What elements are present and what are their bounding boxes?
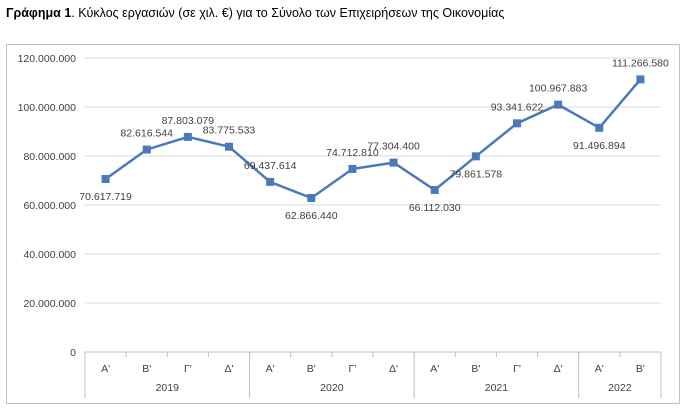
data-point <box>554 100 563 109</box>
x-tick-label-quarter: Α' <box>266 363 275 375</box>
data-point <box>595 123 604 132</box>
data-point <box>142 145 151 154</box>
data-label: 66.112.030 <box>409 202 461 214</box>
x-tick-label-quarter: Β' <box>636 363 645 375</box>
data-point <box>430 186 439 195</box>
data-label: 62.866.440 <box>285 210 338 222</box>
data-point <box>513 119 521 128</box>
data-point <box>636 75 645 84</box>
data-point <box>225 142 233 151</box>
chart-caption: Γράφημα 1. Κύκλος εργασιών (σε χιλ. €) γ… <box>6 6 504 20</box>
x-tick-label-quarter: Α' <box>430 363 439 375</box>
data-label: 91.496.894 <box>573 140 626 152</box>
data-point <box>471 152 480 161</box>
x-tick-label-year: 2019 <box>156 382 180 394</box>
x-tick-label-quarter: Α' <box>595 363 604 375</box>
data-point <box>307 193 316 202</box>
chart-frame <box>6 44 680 404</box>
data-label: 100.967.883 <box>529 83 588 95</box>
x-tick-label-quarter: Γ' <box>513 363 521 375</box>
data-label: 83.775.533 <box>203 125 256 137</box>
data-point <box>183 132 192 141</box>
data-label: 111.266.580 <box>612 57 669 69</box>
series-line <box>104 78 642 200</box>
x-tick-label-year: 2022 <box>608 382 632 394</box>
y-tick-label: 100.000.000 <box>18 102 77 114</box>
data-label: 69.437.614 <box>244 160 297 172</box>
x-tick-label-year: 2021 <box>485 382 509 394</box>
data-point <box>389 158 398 167</box>
x-tick-label-quarter: Β' <box>307 363 316 375</box>
data-label: 70.617.719 <box>79 191 132 203</box>
x-tick-label-quarter: Α' <box>101 363 110 375</box>
y-tick-label: 40.000.000 <box>23 249 76 261</box>
x-tick-label-quarter: Β' <box>471 363 480 375</box>
x-tick-label-quarter: Γ' <box>349 363 357 375</box>
caption-number: Γράφημα 1 <box>6 6 72 20</box>
data-point <box>348 164 357 173</box>
x-tick-label-quarter: Δ' <box>554 363 563 375</box>
data-label: 82.616.544 <box>120 128 173 140</box>
data-label: 79.861.578 <box>450 168 503 180</box>
x-tick-label-year: 2020 <box>320 382 344 394</box>
y-tick-label: 60.000.000 <box>23 200 76 212</box>
data-label: 77.304.400 <box>367 141 420 153</box>
x-tick-label-quarter: Δ' <box>389 363 398 375</box>
y-tick-label: 80.000.000 <box>23 151 76 163</box>
y-tick-label: 120.000.000 <box>18 53 77 65</box>
caption-text: . Κύκλος εργασιών (σε χιλ. €) για το Σύν… <box>71 6 505 20</box>
data-label: 87.803.079 <box>162 115 215 127</box>
data-label: 74.712.810 <box>326 147 379 159</box>
data-point <box>101 174 110 183</box>
y-tick-label: 0 <box>70 347 76 359</box>
y-tick-label: 20.000.000 <box>23 298 76 310</box>
data-label: 93.341.622 <box>491 101 544 113</box>
x-tick-label-quarter: Γ' <box>184 363 192 375</box>
data-point <box>266 177 275 186</box>
x-tick-label-quarter: Β' <box>142 363 151 375</box>
x-tick-label-quarter: Δ' <box>224 363 233 375</box>
